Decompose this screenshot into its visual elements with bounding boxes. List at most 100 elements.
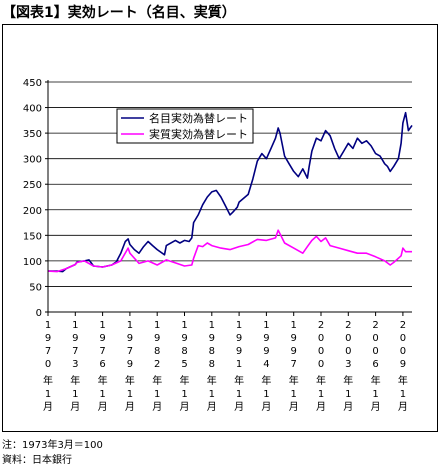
x-tick-year-digit: 0 <box>400 333 406 344</box>
x-tick-month: 1 <box>236 389 242 400</box>
x-tick-year-digit: 0 <box>372 346 378 357</box>
x-tick-year-digit: 0 <box>318 346 324 357</box>
x-tick-year-digit: 2 <box>400 320 406 331</box>
x-tick-year-digit: 9 <box>127 333 133 344</box>
x-tick-year-suffix: 年 <box>98 374 108 387</box>
x-tick-month-suffix: 月 <box>43 401 53 413</box>
x-tick-year-suffix: 年 <box>125 374 135 387</box>
x-tick-month: 1 <box>45 389 51 400</box>
x-tick-month: 1 <box>400 389 406 400</box>
x-tick-year-digit: 7 <box>99 346 105 357</box>
x-tick-month-suffix: 月 <box>125 401 135 413</box>
x-tick-month-suffix: 月 <box>98 401 108 413</box>
x-tick-year-digit: 8 <box>209 346 215 357</box>
x-tick-year-digit: 0 <box>345 333 351 344</box>
x-tick-year-suffix: 年 <box>289 374 299 387</box>
x-tick-month: 1 <box>99 389 105 400</box>
x-tick-year-suffix: 年 <box>234 374 244 387</box>
gridlines <box>48 81 412 287</box>
x-tick-month-suffix: 月 <box>234 401 244 413</box>
x-tick-year-digit: 9 <box>45 333 51 344</box>
x-tick-year-digit: 1 <box>127 320 133 331</box>
x-tick-month-suffix: 月 <box>261 401 271 413</box>
y-tick-label: 300 <box>23 155 42 166</box>
x-tick-year-digit: 8 <box>181 346 187 357</box>
x-tick-year-digit: 9 <box>291 333 297 344</box>
axes <box>45 80 412 316</box>
y-tick-label: 250 <box>23 180 42 191</box>
x-tick-month: 1 <box>263 389 269 400</box>
x-tick-year-digit: 9 <box>236 333 242 344</box>
x-tick-year-digit: 0 <box>45 359 51 370</box>
x-tick-year-digit: 9 <box>209 333 215 344</box>
x-tick-year-suffix: 年 <box>43 374 53 387</box>
x-tick-year-digit: 9 <box>127 359 133 370</box>
x-tick-year-digit: 1 <box>154 320 160 331</box>
x-tick-year-digit: 0 <box>372 333 378 344</box>
x-tick-year-digit: 0 <box>318 333 324 344</box>
x-tick-year-digit: 5 <box>181 359 187 370</box>
x-tick-month: 1 <box>318 389 324 400</box>
x-tick-year-digit: 4 <box>263 359 269 370</box>
x-tick-year-digit: 2 <box>372 320 378 331</box>
y-tick-label: 50 <box>29 282 42 293</box>
x-tick-year-digit: 9 <box>263 333 269 344</box>
x-tick-year-suffix: 年 <box>316 374 326 387</box>
x-tick-year-digit: 6 <box>99 359 105 370</box>
x-tick-month-suffix: 月 <box>152 401 162 413</box>
x-tick-month-suffix: 月 <box>289 401 299 413</box>
x-tick-month: 1 <box>181 389 187 400</box>
x-tick-year-digit: 9 <box>236 346 242 357</box>
x-tick-year-suffix: 年 <box>261 374 271 387</box>
y-axis-ticks: 0 50 100 150 200 250 300 350 400 450 <box>23 78 42 319</box>
x-tick-year-suffix: 年 <box>371 374 381 387</box>
x-tick-year-digit: 9 <box>154 333 160 344</box>
x-tick-month-suffix: 月 <box>316 401 326 413</box>
x-tick-year-digit: 3 <box>72 359 78 370</box>
series-lines <box>47 111 413 273</box>
x-tick-year-digit: 1 <box>291 320 297 331</box>
x-tick-month: 1 <box>72 389 78 400</box>
x-tick-year-digit: 8 <box>209 359 215 370</box>
x-tick-year-digit: 9 <box>400 359 406 370</box>
x-tick-year-digit: 7 <box>72 346 78 357</box>
x-tick-year-suffix: 年 <box>398 374 408 387</box>
x-tick-year-digit: 0 <box>345 346 351 357</box>
x-tick-year-digit: 3 <box>345 359 351 370</box>
x-tick-year-digit: 7 <box>127 346 133 357</box>
x-tick-month: 1 <box>291 389 297 400</box>
x-tick-year-digit: 9 <box>99 333 105 344</box>
x-tick-year-digit: 9 <box>72 333 78 344</box>
x-tick-year-digit: 6 <box>372 359 378 370</box>
x-tick-month-suffix: 月 <box>70 401 80 413</box>
y-tick-label: 0 <box>36 308 42 319</box>
footnote-base-period: 注：1973年3月＝100 <box>2 440 103 451</box>
x-tick-year-digit: 1 <box>181 320 187 331</box>
x-tick-year-digit: 2 <box>318 320 324 331</box>
x-tick-year-suffix: 年 <box>343 374 353 387</box>
x-tick-year-digit: 1 <box>209 320 215 331</box>
legend-label-nominal: 名目実効為替レート <box>149 111 248 125</box>
y-tick-label: 450 <box>23 78 42 89</box>
chart-title: 【図表1】実効レート（名目、実質） <box>2 5 236 21</box>
x-tick-year-digit: 2 <box>345 320 351 331</box>
x-tick-month-suffix: 月 <box>371 401 381 413</box>
footnote-source: 資料：日本銀行 <box>2 455 72 466</box>
x-tick-year-digit: 7 <box>291 359 297 370</box>
chart-frame <box>2 24 438 432</box>
x-tick-year-digit: 9 <box>291 346 297 357</box>
y-tick-label: 350 <box>23 129 42 140</box>
x-tick-month-suffix: 月 <box>207 401 217 413</box>
y-tick-label: 200 <box>23 206 42 217</box>
x-tick-year-digit: 9 <box>263 346 269 357</box>
legend-box <box>116 108 254 144</box>
x-tick-month: 1 <box>345 389 351 400</box>
x-tick-year-digit: 1 <box>236 320 242 331</box>
x-tick-year-digit: 1 <box>72 320 78 331</box>
x-tick-year-suffix: 年 <box>70 374 80 387</box>
x-tick-year-suffix: 年 <box>207 374 217 387</box>
x-tick-month-suffix: 月 <box>398 401 408 413</box>
x-tick-year-digit: 1 <box>99 320 105 331</box>
x-tick-month: 1 <box>372 389 378 400</box>
